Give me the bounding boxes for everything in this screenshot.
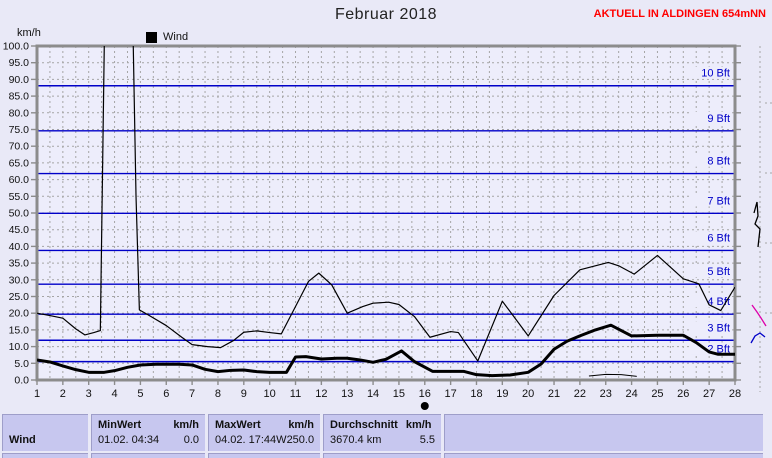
y-tick-label: 75.0 [9,124,30,136]
y-tick-label: 35.0 [9,258,30,270]
x-tick-label: 18 [470,388,482,400]
beaufort-lines [37,85,735,363]
x-tick-label: 26 [677,388,689,400]
beaufort-label: 5 Bft [707,266,730,278]
beaufort-label: 6 Bft [707,232,730,244]
y-tick-label: 50.0 [9,208,30,220]
stats-cell-durchschnitt: Durchschnitt km/h 3670.4 km 5.5 [323,414,441,451]
x-tick-label: 21 [548,388,560,400]
station-label: AKTUELL IN ALDINGEN 654mNN [593,8,766,20]
wind-chart: 0.0 5.0 10.0 15.0 20.0 25.0 30.0 35.0 40.0 45.0 50… [3,41,772,410]
sensor-name: Wind [9,434,36,446]
minwert-datetime: 01.02. 04:34 [98,434,160,446]
stats-row-wind: Wind MinWert km/h 01.02. 04:34 0.0 MaxWe… [2,414,772,451]
y-tick-label: 30.0 [9,274,30,286]
axes [31,44,741,385]
beaufort-label: 9 Bft [707,113,730,125]
legend-label-wind: Wind [163,31,189,43]
stats-cell-minwert: MinWert km/h 01.02. 04:34 0.0 [91,414,205,451]
y-tick-label: 60.0 [9,174,30,186]
stats-table: Wind MinWert km/h 01.02. 04:34 0.0 MaxWe… [2,414,772,458]
x-tick-label: 3 [86,388,92,400]
y-tick-label: 45.0 [9,224,30,236]
x-tick-label: 13 [341,388,353,400]
maxwert-header: MaxWert [215,419,261,431]
y-tick-label: 100.0 [3,41,29,53]
day-16-marker [420,402,429,410]
y-tick-label: 25.0 [9,291,30,303]
x-tick-label: 5 [137,388,143,400]
wind-average-line [37,323,735,378]
stats-cell-maxwert: MaxWert km/h 04.02. 17:44W 250.0 [208,414,320,451]
x-tick-label: 22 [574,388,586,400]
y-tick-label: 65.0 [9,157,30,169]
near-zero-segment [588,373,637,377]
stats-cell-sensor: Wind [2,414,88,451]
beaufort-labels [691,66,731,355]
x-tick-label: 19 [496,388,508,400]
stats-cell-empty [444,414,763,451]
y-tick-label: 40.0 [9,241,30,253]
x-tick-label: 25 [651,388,663,400]
beaufort-label: 8 Bft [707,156,730,168]
x-tick-label: 4 [111,388,117,400]
x-tick-label: 10 [264,388,276,400]
y-tick-label: 95.0 [9,57,30,69]
y-tick-label: 70.0 [9,141,30,153]
x-tick-label: 15 [393,388,405,400]
beaufort-label: 3 Bft [707,322,730,334]
durchschnitt-header: Durchschnitt [330,419,398,431]
y-axis-unit-label: km/h [17,27,41,39]
x-tick-label: 9 [241,388,247,400]
legend-swatch-wind [146,31,157,43]
beaufort-label: 7 Bft [707,195,730,207]
y-tick-label: 80.0 [9,107,30,119]
minwert-value: 0.0 [183,434,199,446]
x-tick-label: 12 [315,388,327,400]
x-tick-label: 1 [34,388,40,400]
x-tick-label: 28 [729,388,741,400]
x-tick-label: 24 [625,388,637,400]
right-edge-fragments [750,46,772,392]
maxwert-datetime: 04.02. 17:44W [215,434,287,446]
x-tick-label: 11 [290,388,301,400]
beaufort-label: 10 Bft [701,68,730,80]
stats-row-next-clipped: Helligkeit [2,453,772,458]
y-tick-label: 55.0 [9,191,30,203]
durchschnitt-unit: km/h [405,419,432,431]
minwert-header: MinWert [98,419,142,431]
x-tick-label: 6 [163,388,169,400]
x-tick-label: 23 [600,388,612,400]
wind-series [37,46,735,378]
x-tick-label: 2 [60,388,66,400]
y-tick-label: 5.0 [14,358,29,370]
maxwert-unit: km/h [288,419,314,431]
x-tick-label: 16 [419,388,431,400]
x-tick-label: 14 [367,388,379,400]
y-tick-label: 20.0 [9,308,30,320]
wind-peak-line [37,46,735,362]
beaufort-label: 4 Bft [707,296,730,308]
x-tick-label: 20 [522,388,534,400]
y-tick-label: 90.0 [9,74,30,86]
y-tick-label: 0.0 [14,375,29,387]
page-title: Februar 2018 [334,6,438,23]
y-tick-label: 10.0 [9,341,30,353]
x-tick-label: 17 [445,388,457,400]
y-tick-label: 85.0 [9,91,30,103]
x-tick-label: 27 [703,388,715,400]
durchschnitt-value: 5.5 [419,434,435,446]
maxwert-value: 250.0 [286,434,315,446]
minwert-unit: km/h [173,419,199,431]
x-tick-label: 8 [215,388,221,400]
durchschnitt-distance: 3670.4 km [330,434,382,446]
stats-cell-sensor-2: Helligkeit [2,453,88,458]
legend: Wind [146,31,188,43]
y-tick-label: 15.0 [9,324,30,336]
x-tick-label: 7 [189,388,195,400]
